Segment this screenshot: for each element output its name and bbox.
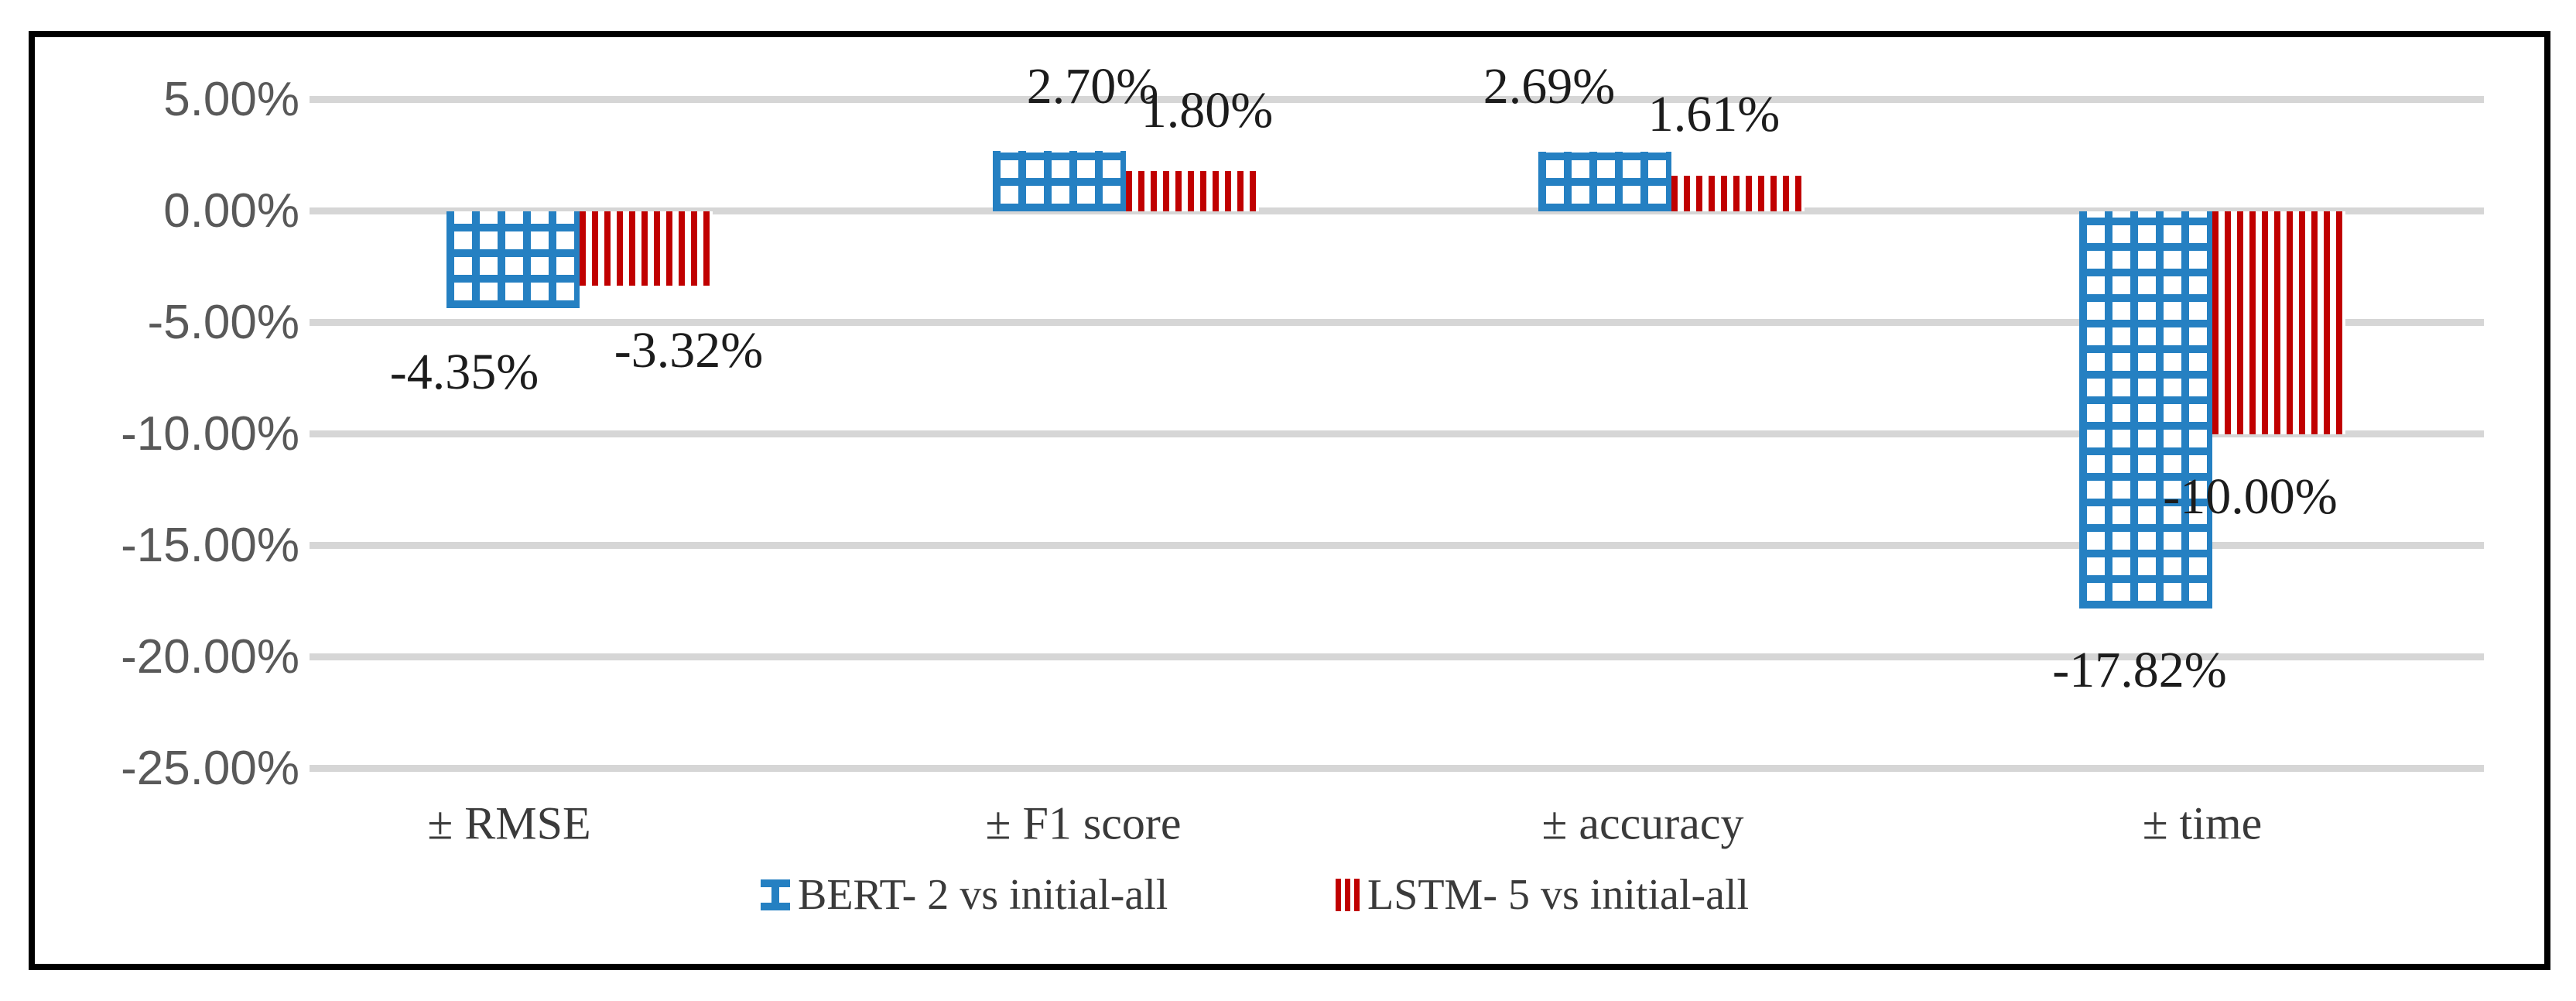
bar-lstm-accuracy: [1671, 175, 1805, 211]
bar-bert-accuracy: [1538, 151, 1671, 211]
bar-bert-time: [2079, 211, 2212, 608]
bar-bert-RMSE: [446, 211, 580, 308]
gridline--10.00%: [310, 430, 2484, 437]
data-label-bert-3: -17.82%: [2052, 642, 2227, 698]
y-tick-label: 5.00%: [163, 73, 299, 126]
x-category-label-3: ± time: [2142, 797, 2263, 849]
gridline--5.00%: [310, 319, 2484, 326]
bar-lstm-time: [2212, 211, 2345, 434]
bar-lstm-F1score: [1126, 171, 1259, 212]
data-label-bert-2: 2.69%: [1483, 58, 1616, 115]
data-label-bert-1: 2.70%: [1026, 58, 1159, 115]
x-category-label-1: ± F1 score: [985, 797, 1182, 849]
data-label-lstm-1: 1.80%: [1141, 82, 1274, 139]
gridline--15.00%: [310, 542, 2484, 549]
data-label-lstm-2: 1.61%: [1647, 86, 1781, 142]
gridline--25.00%: [310, 765, 2484, 772]
legend-item-lstm: LSTM- 5 vs initial-all: [1336, 870, 1749, 920]
x-category-label-0: ± RMSE: [427, 797, 591, 849]
y-tick-label: -20.00%: [121, 630, 299, 684]
gridline-0.00%: [310, 207, 2484, 214]
gridline--20.00%: [310, 653, 2484, 660]
chart-border-frame: 5.00% 0.00% -5.00% -10.00% -15.00% -20.00% -25…: [29, 31, 2550, 970]
lstm-stripes-swatch-icon: [1336, 879, 1360, 911]
data-label-lstm-0: -3.32%: [614, 322, 764, 379]
y-tick-label: -10.00%: [121, 407, 299, 461]
y-tick-label: -15.00%: [121, 519, 299, 572]
y-tick-label: 0.00%: [163, 184, 299, 238]
legend-label-lstm: LSTM- 5 vs initial-all: [1367, 871, 1750, 919]
gridline-5.00%: [310, 96, 2484, 103]
x-category-label-2: ± accuracy: [1541, 797, 1744, 849]
data-label-bert-0: -4.35%: [389, 344, 539, 400]
legend-item-bert: BERT- 2 vs initial-all: [761, 870, 1168, 920]
data-label-lstm-3: -10.00%: [2163, 468, 2338, 525]
y-tick-label: -5.00%: [147, 296, 299, 349]
bar-bert-F1score: [993, 151, 1126, 212]
bar-lstm-RMSE: [580, 211, 713, 286]
bert-crosshatch-swatch-icon: [761, 879, 790, 910]
legend-label-bert: BERT- 2 vs initial-all: [798, 871, 1168, 919]
y-tick-label: -25.00%: [121, 742, 299, 795]
